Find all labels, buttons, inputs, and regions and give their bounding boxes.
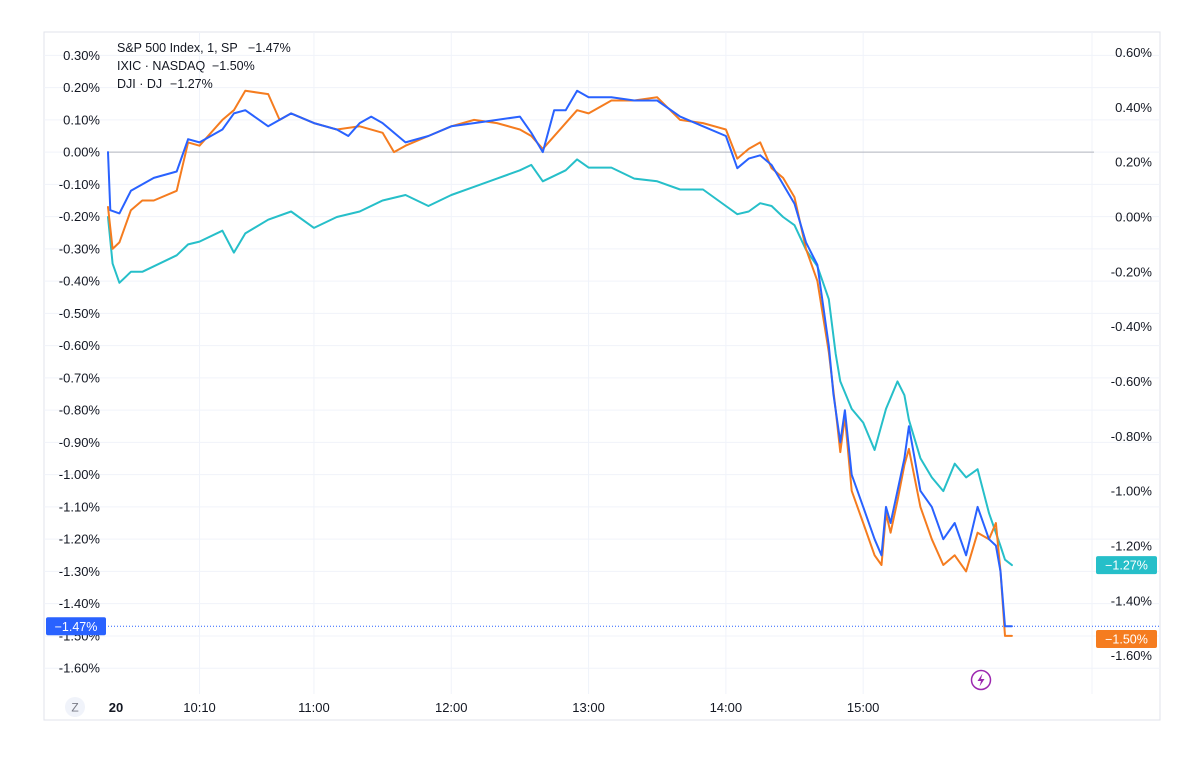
series-layer [107, 89, 1160, 637]
right-tick-label: -0.20% [1111, 264, 1153, 279]
left-tick-label: -0.30% [59, 241, 101, 256]
right-tick-label: -1.20% [1111, 538, 1153, 553]
left-tick-label: -0.10% [59, 177, 101, 192]
legend-sp500-name[interactable]: S&P 500 Index, 1, SP [117, 41, 238, 55]
right-tick-label: -0.60% [1111, 374, 1153, 389]
legend-ixic-value: −1.50% [212, 59, 255, 73]
ixic-badge-text: −1.50% [1105, 632, 1148, 646]
series-line-0 [107, 89, 1013, 628]
left-tick-label: -0.40% [59, 274, 101, 289]
sp500-badge-text: −1.47% [55, 620, 98, 634]
left-tick-label: -0.60% [59, 338, 101, 353]
right-tick-label: 0.00% [1115, 209, 1152, 224]
legend: S&P 500 Index, 1, SP −1.47% IXIC · NASDA… [117, 41, 291, 91]
left-tick-label: -1.40% [59, 596, 101, 611]
right-tick-label: 0.60% [1115, 45, 1152, 60]
x-tick-label: 10:10 [183, 700, 216, 715]
left-tick-label: -0.70% [59, 370, 101, 385]
left-tick-label: -0.50% [59, 306, 101, 321]
left-tick-label: 0.20% [63, 80, 100, 95]
lightning-icon [977, 673, 985, 687]
left-tick-label: 0.30% [63, 48, 100, 63]
zoom-button-bg[interactable] [65, 697, 85, 717]
right-tick-label: 0.20% [1115, 155, 1152, 170]
left-tick-label: -1.20% [59, 532, 101, 547]
legend-dji-value: −1.27% [170, 77, 213, 91]
left-tick-label: -1.00% [59, 467, 101, 482]
legend-dji-name[interactable]: DJI · DJ [117, 77, 162, 91]
left-tick-label: -1.60% [59, 661, 101, 676]
left-tick-label: -0.90% [59, 435, 101, 450]
x-tick-label: 14:00 [710, 700, 743, 715]
left-tick-label: -1.10% [59, 499, 101, 514]
right-tick-label: -0.80% [1111, 429, 1153, 444]
left-tick-label: 0.00% [63, 145, 100, 160]
x-tick-label: 15:00 [847, 700, 880, 715]
ixic-badge-bg [1096, 629, 1157, 648]
right-tick-label: 0.40% [1115, 100, 1152, 115]
x-tick-label: 12:00 [435, 700, 468, 715]
right-tick-label: -1.60% [1111, 648, 1153, 663]
grid-layer [44, 32, 1160, 694]
right-tick-label: -1.00% [1111, 484, 1153, 499]
left-tick-label: -0.20% [59, 209, 101, 224]
x-tick-label: 13:00 [572, 700, 605, 715]
series-line-1 [107, 89, 1013, 637]
zoom-button[interactable]: Z [65, 697, 85, 717]
dji-badge-bg [1096, 556, 1157, 575]
sp500-badge-bg [46, 617, 106, 636]
zoom-button-label[interactable]: Z [71, 701, 78, 715]
event-icon[interactable] [970, 669, 992, 691]
left-tick-label: 0.10% [63, 112, 100, 127]
chart-frame [43, 31, 1161, 721]
right-tick-label: -1.40% [1111, 593, 1153, 608]
legend-ixic-name[interactable]: IXIC · NASDAQ [117, 59, 205, 73]
legend-sp500-value: −1.47% [248, 41, 291, 55]
dji-badge-text: −1.27% [1105, 559, 1148, 573]
series-line-2 [107, 158, 1013, 567]
right-tick-label: -0.40% [1111, 319, 1153, 334]
badge-layer: −1.47% −1.27% −1.50% [46, 556, 1157, 648]
x-tick-label: 11:00 [298, 700, 330, 715]
x-date-label: 20 [109, 700, 123, 715]
left-tick-label: -0.80% [59, 403, 101, 418]
left-tick-label: -1.30% [59, 564, 101, 579]
